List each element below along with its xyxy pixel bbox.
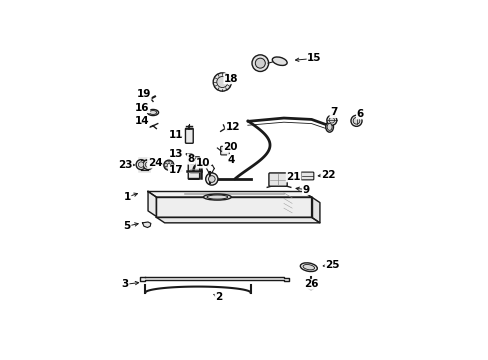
Polygon shape [148, 192, 311, 197]
Circle shape [350, 115, 361, 126]
Polygon shape [156, 217, 319, 223]
Circle shape [136, 159, 146, 170]
Circle shape [164, 163, 167, 167]
Circle shape [165, 161, 169, 165]
Ellipse shape [147, 109, 158, 116]
Text: 21: 21 [286, 172, 300, 182]
Text: 25: 25 [325, 260, 339, 270]
Ellipse shape [203, 194, 231, 200]
Text: 13: 13 [168, 149, 183, 158]
Text: 8: 8 [187, 154, 194, 164]
Text: 16: 16 [135, 103, 149, 113]
Text: 14: 14 [134, 116, 149, 126]
Circle shape [326, 115, 336, 125]
Circle shape [145, 162, 150, 167]
Polygon shape [140, 278, 289, 281]
Circle shape [143, 159, 153, 170]
Circle shape [167, 163, 170, 167]
Polygon shape [148, 192, 156, 216]
Text: 9: 9 [302, 185, 309, 194]
Ellipse shape [326, 123, 331, 130]
Text: 11: 11 [168, 130, 183, 140]
Ellipse shape [303, 265, 314, 270]
Text: 23: 23 [118, 159, 132, 170]
Circle shape [163, 160, 173, 170]
Text: 12: 12 [225, 122, 239, 132]
Polygon shape [311, 197, 319, 223]
FancyBboxPatch shape [301, 172, 313, 180]
Ellipse shape [300, 263, 317, 271]
Text: 20: 20 [223, 142, 238, 152]
Text: 3: 3 [122, 279, 129, 289]
Text: 10: 10 [196, 158, 210, 168]
Circle shape [328, 117, 334, 123]
Text: 4: 4 [227, 155, 234, 165]
Text: 6: 6 [356, 109, 363, 119]
Ellipse shape [149, 111, 156, 114]
FancyBboxPatch shape [268, 173, 286, 186]
Text: 26: 26 [303, 279, 318, 289]
FancyBboxPatch shape [220, 146, 229, 155]
Ellipse shape [325, 122, 333, 132]
Circle shape [205, 173, 218, 185]
Text: 24: 24 [147, 158, 162, 168]
FancyBboxPatch shape [188, 157, 199, 179]
Polygon shape [142, 222, 150, 228]
Text: 17: 17 [168, 165, 183, 175]
Text: 1: 1 [123, 192, 131, 202]
Text: 15: 15 [306, 53, 321, 63]
Circle shape [213, 73, 231, 91]
Circle shape [255, 58, 265, 68]
Text: 5: 5 [123, 221, 131, 231]
Circle shape [208, 176, 215, 183]
Ellipse shape [206, 195, 227, 199]
Text: 2: 2 [215, 292, 222, 302]
Circle shape [216, 76, 227, 87]
Polygon shape [186, 153, 193, 157]
Text: 18: 18 [224, 74, 238, 84]
Polygon shape [156, 197, 311, 217]
Ellipse shape [272, 57, 286, 66]
Circle shape [306, 282, 314, 290]
Circle shape [168, 166, 172, 169]
Text: 19: 19 [137, 90, 151, 99]
Text: 22: 22 [320, 170, 335, 180]
Circle shape [170, 163, 173, 167]
Circle shape [168, 161, 172, 165]
Circle shape [352, 117, 359, 124]
Circle shape [138, 162, 143, 167]
FancyBboxPatch shape [185, 128, 193, 143]
Circle shape [165, 166, 169, 169]
Circle shape [251, 55, 268, 72]
Text: 7: 7 [329, 108, 337, 117]
